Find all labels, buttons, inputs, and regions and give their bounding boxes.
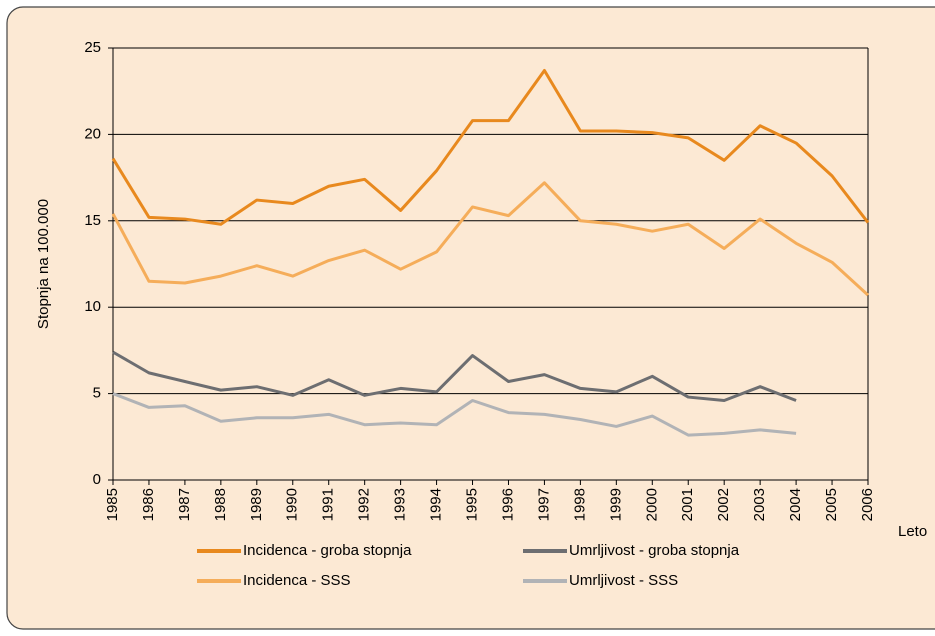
x-tick-label: 2000 (643, 488, 660, 521)
y-axis-label: Stopnja na 100.000 (35, 199, 52, 329)
data-line (112, 392, 797, 437)
x-tick-label: 1994 (428, 488, 445, 521)
x-tick-label: 1998 (571, 488, 588, 521)
x-tick-label: 1997 (535, 488, 552, 521)
x-tick-label: 2003 (751, 488, 768, 521)
chart-frame (6, 6, 935, 630)
y-tick-label: 15 (84, 212, 101, 229)
x-tick-label: 1985 (104, 488, 121, 521)
x-tick-label: 2006 (859, 488, 876, 521)
x-tick-label: 1990 (284, 488, 301, 521)
x-tick-label: 2001 (679, 488, 696, 521)
x-tick-label: 1991 (320, 488, 337, 521)
x-tick-label: 1999 (607, 488, 624, 521)
x-axis-label: Leto (898, 523, 927, 540)
x-tick-label: 1987 (176, 488, 193, 521)
x-tick-label: 1988 (212, 488, 229, 521)
legend-label: Incidenca - groba stopnja (243, 542, 412, 559)
y-tick-label: 0 (93, 471, 101, 488)
data-line (111, 68, 870, 226)
x-tick-label: 1989 (248, 488, 265, 521)
y-tick-label: 25 (84, 39, 101, 56)
data-line (111, 181, 870, 297)
x-tick-label: 1996 (499, 488, 516, 521)
legend-label: Umrljivost - groba stopnja (569, 542, 740, 559)
data-line (112, 350, 797, 403)
y-tick-label: 10 (84, 298, 101, 315)
y-tick-label: 20 (84, 125, 101, 142)
x-tick-label: 1995 (463, 488, 480, 521)
x-tick-label: 1986 (140, 488, 157, 521)
x-tick-label: 2004 (787, 488, 804, 521)
x-tick-label: 2002 (715, 488, 732, 521)
x-tick-label: 1992 (356, 488, 373, 521)
x-tick-label: 2005 (823, 488, 840, 521)
legend-label: Incidenca - SSS (243, 572, 351, 589)
x-tick-label: 1993 (392, 488, 409, 521)
y-tick-label: 5 (93, 385, 101, 402)
legend-label: Umrljivost - SSS (569, 572, 678, 589)
